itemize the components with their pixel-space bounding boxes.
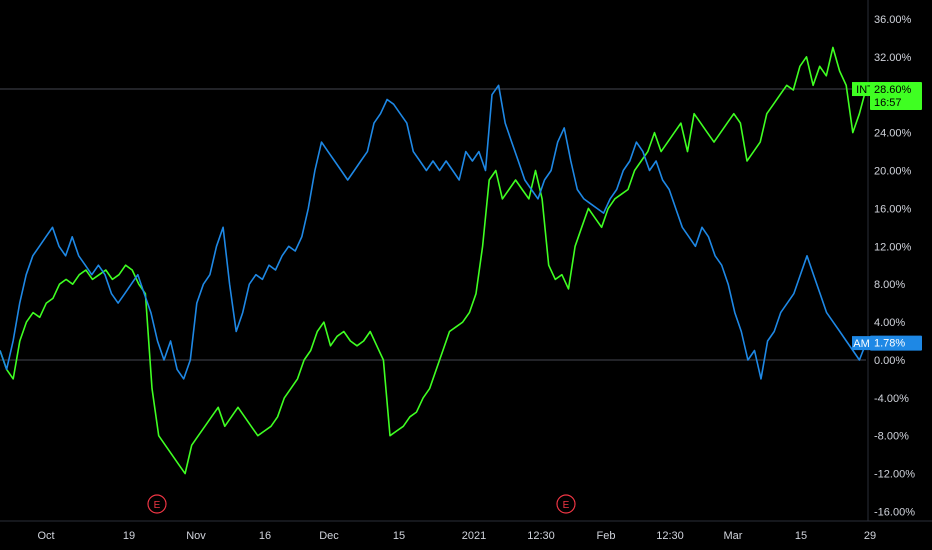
gridlines	[0, 88, 866, 361]
y-tick-label: -4.00%	[874, 393, 909, 405]
y-tick-label: -8.00%	[874, 431, 909, 443]
earnings-event-marker[interactable]	[556, 494, 576, 514]
x-tick-label: 15	[393, 530, 405, 542]
y-tick-label: 8.00%	[874, 279, 905, 291]
y-tick-label: 24.00%	[874, 128, 912, 140]
x-tick-label: 2021	[462, 530, 486, 542]
x-tick-label: Dec	[319, 530, 339, 542]
y-tick-label: 12.00%	[874, 241, 912, 253]
x-tick-label: Oct	[37, 530, 54, 542]
y-tick-label: 32.00%	[874, 52, 912, 64]
y-tick-label: 20.00%	[874, 166, 912, 178]
series-value-badge	[870, 82, 922, 111]
bar-countdown: 16:57	[874, 97, 902, 109]
y-tick-label: 4.00%	[874, 317, 905, 329]
series-layer	[0, 46, 867, 475]
y-tick-label: -12.00%	[874, 469, 915, 481]
x-tick-label: Nov	[186, 530, 206, 542]
series-last-value: 28.60%	[874, 84, 912, 96]
earnings-event-label: E	[154, 500, 161, 511]
earnings-event-marker[interactable]	[147, 494, 167, 514]
y-tick-label: 0.00%	[874, 355, 905, 367]
earnings-event-label: E	[563, 500, 570, 511]
x-tick-label: 15	[795, 530, 807, 542]
x-tick-label: 16	[259, 530, 271, 542]
x-tick-label: Mar	[724, 530, 743, 542]
x-tick-label: 19	[123, 530, 135, 542]
x-tick-label: Feb	[597, 530, 616, 542]
y-tick-label: -16.00%	[874, 507, 915, 519]
series-line-amd[interactable]	[0, 84, 867, 380]
series-last-value: 1.78%	[874, 338, 905, 350]
y-tick-label: 16.00%	[874, 203, 912, 215]
y-tick-label: 36.00%	[874, 14, 912, 26]
x-tick-label: 12:30	[527, 530, 555, 542]
time-axis[interactable]: Oct 19 Nov 16 Dec 15 2021 12:30 Feb 12:30 Mar 15 29	[37, 530, 876, 542]
series-value-badge	[870, 335, 922, 351]
x-tick-label: 29	[864, 530, 876, 542]
x-tick-label: 12:30	[656, 530, 684, 542]
